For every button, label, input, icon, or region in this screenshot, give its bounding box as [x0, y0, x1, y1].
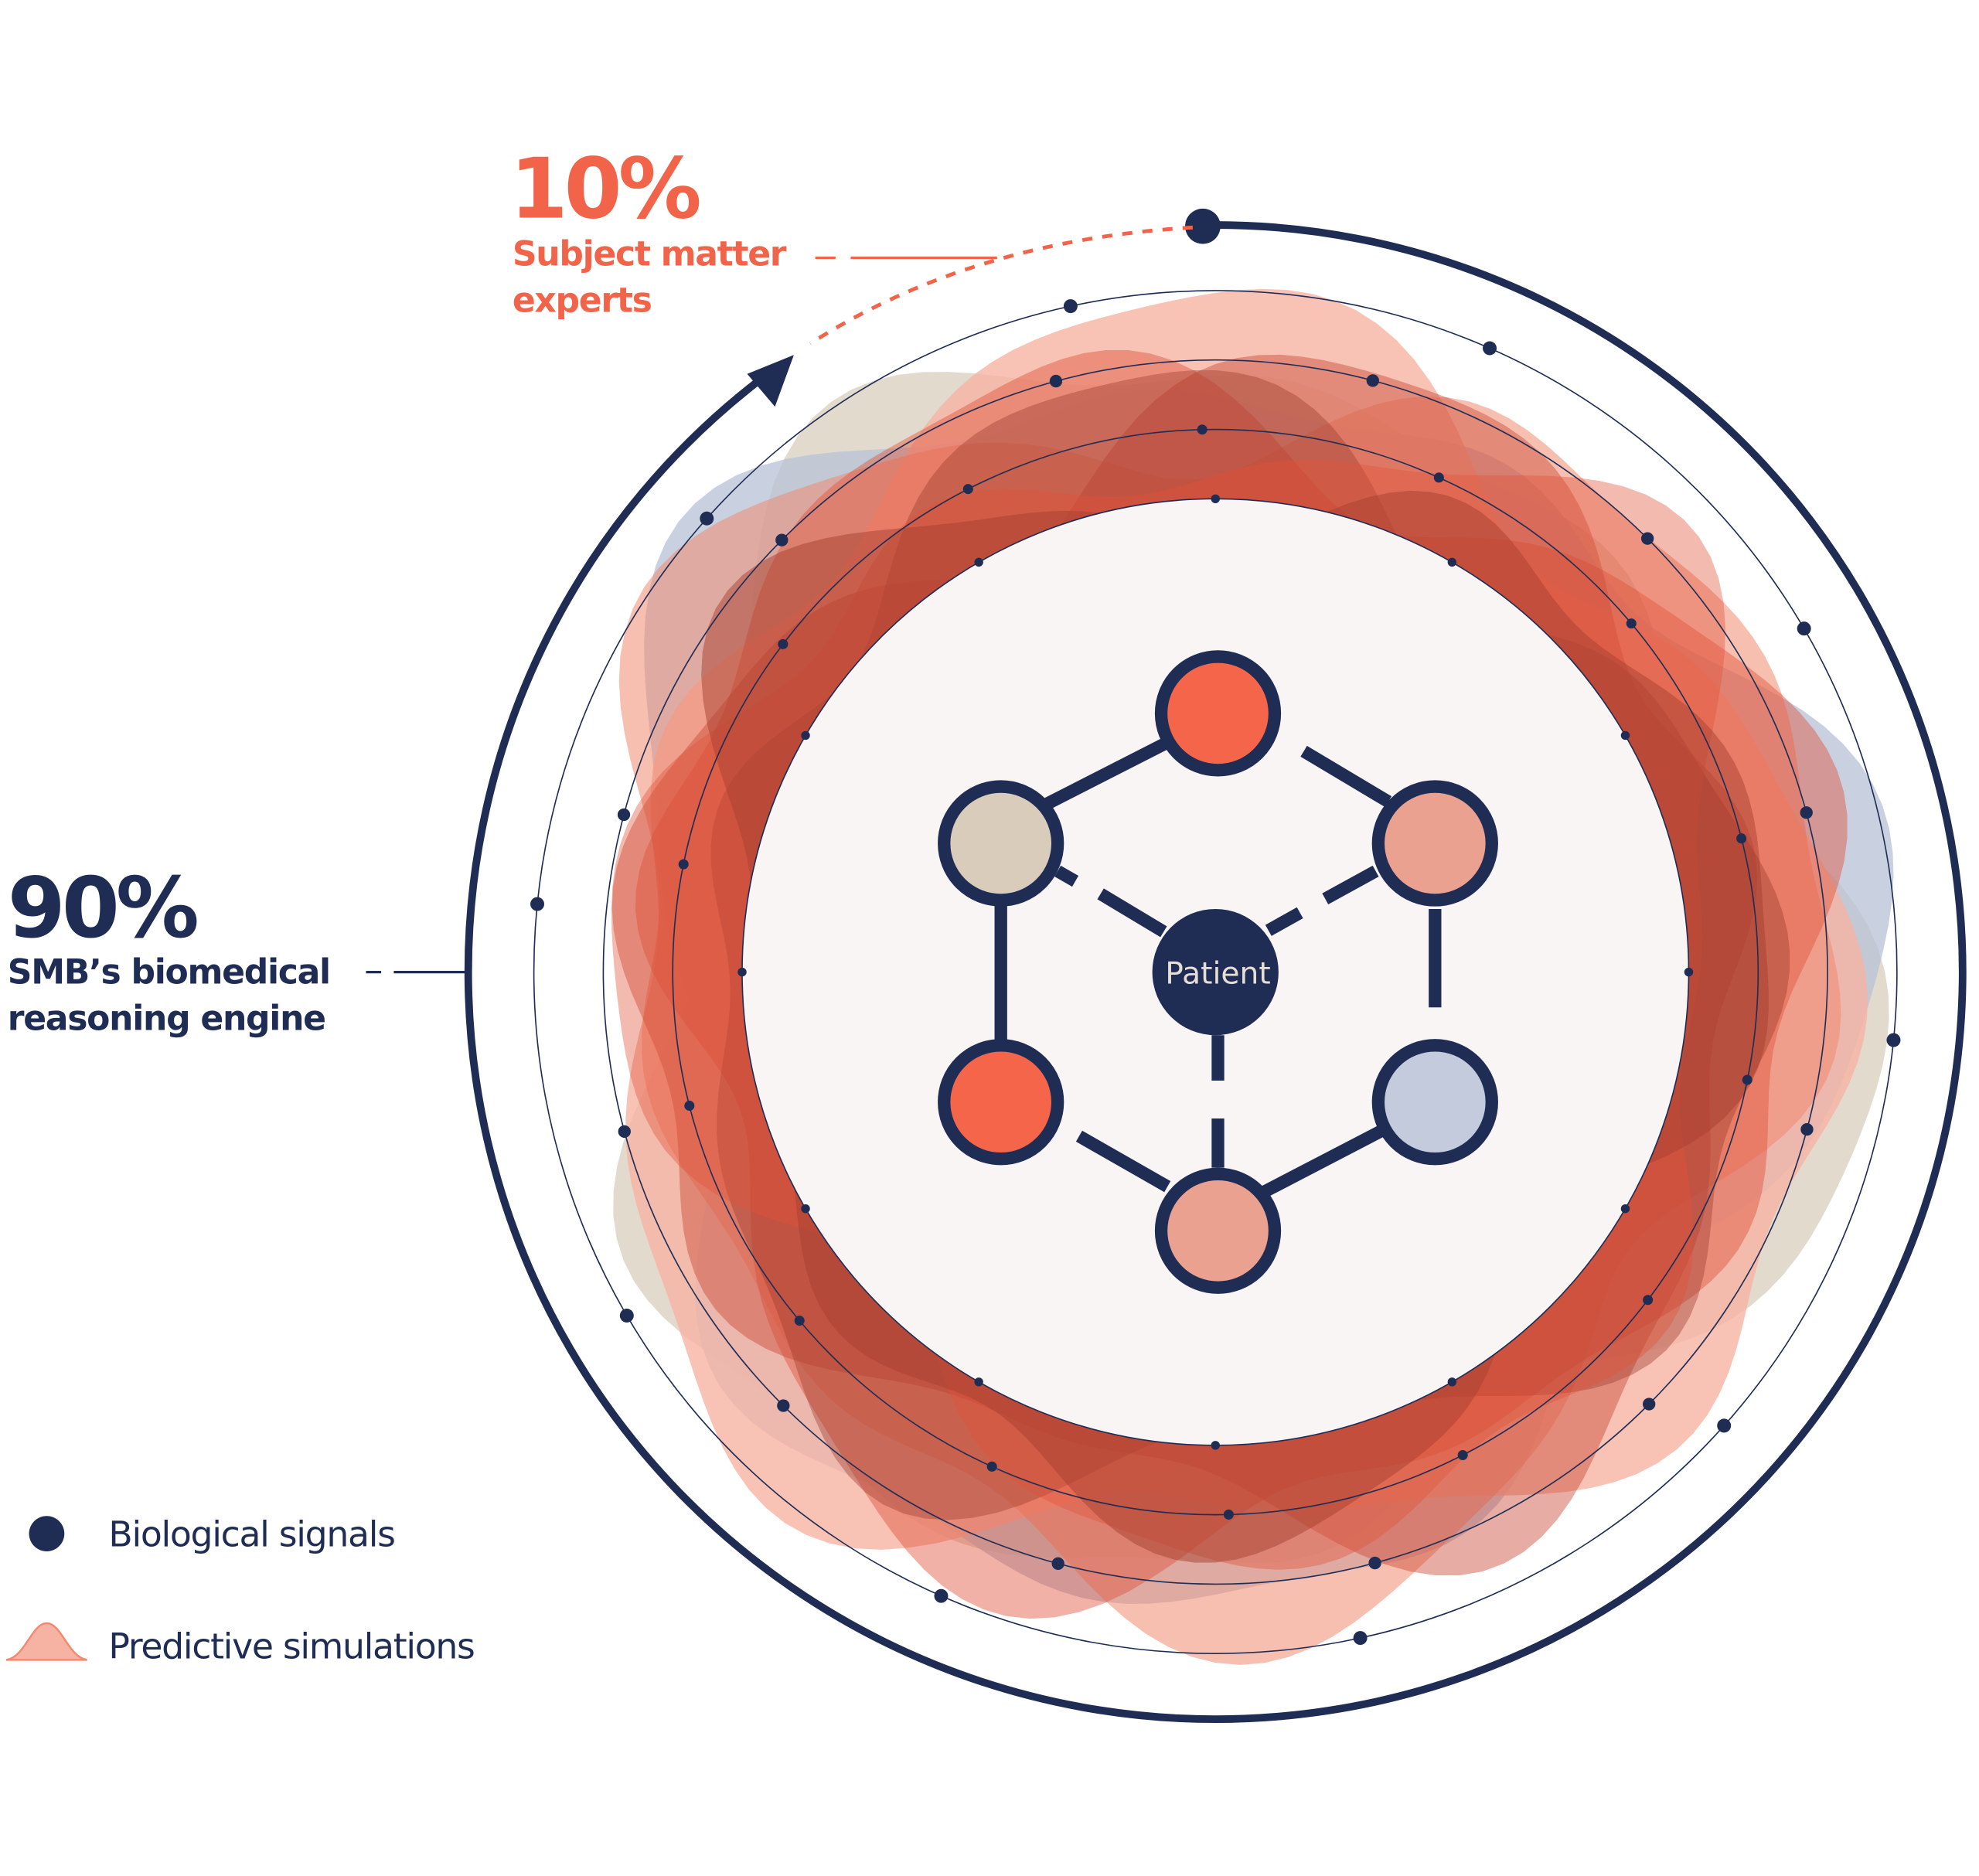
dot	[1063, 299, 1078, 314]
dot	[1797, 621, 1811, 636]
dot	[1211, 494, 1220, 504]
dot	[1211, 1441, 1220, 1450]
expert-arc	[809, 225, 1193, 346]
dot	[678, 859, 689, 870]
dot	[1640, 532, 1654, 545]
expert-label: Subject matter	[513, 234, 787, 274]
dot	[530, 897, 544, 911]
patient-label: Patient	[1165, 956, 1270, 991]
signal-dots	[530, 299, 1901, 1646]
patient-node	[1152, 908, 1279, 1036]
dot	[974, 1377, 983, 1387]
expert-label: experts	[513, 281, 652, 321]
dot	[1643, 1295, 1654, 1306]
dot	[1049, 374, 1063, 388]
dot	[1626, 618, 1637, 629]
dot	[986, 1461, 997, 1472]
dot	[801, 1204, 810, 1214]
dot	[974, 557, 983, 567]
engine-percent: 90%	[8, 860, 197, 957]
dot	[775, 533, 789, 546]
dot	[618, 1125, 631, 1139]
dot	[1736, 833, 1747, 844]
dot	[1447, 1377, 1457, 1387]
expert-percent: 10%	[510, 141, 700, 237]
dot	[934, 1588, 949, 1603]
arc-start	[1185, 208, 1221, 244]
dot	[1447, 557, 1457, 567]
dot	[1684, 967, 1694, 977]
dot	[801, 730, 810, 741]
dot	[1353, 1631, 1368, 1646]
dot	[1051, 1557, 1064, 1570]
network-edges	[994, 737, 1442, 1199]
dot	[1368, 1556, 1381, 1570]
engine-label: SMB’s biomedical	[8, 952, 330, 992]
dot	[1620, 1204, 1630, 1214]
dot	[700, 511, 714, 526]
legend-wave	[5, 1622, 87, 1661]
dot	[1366, 374, 1379, 387]
dot	[1717, 1418, 1732, 1433]
engine-label: reasoning engine	[8, 999, 325, 1039]
dot	[794, 1316, 805, 1326]
dot	[684, 1100, 695, 1111]
legend-label: Predictive simulations	[108, 1626, 474, 1667]
dot	[1800, 1122, 1814, 1136]
dot	[1886, 1033, 1901, 1047]
rings	[533, 290, 1898, 1655]
network-nodes	[938, 650, 1498, 1294]
dot	[1742, 1074, 1752, 1085]
legend-dot	[29, 1516, 65, 1551]
dot	[617, 808, 631, 822]
engine-arc	[464, 221, 1967, 1724]
dot	[1643, 1398, 1656, 1411]
legend-label: Biological signals	[108, 1513, 394, 1554]
dot	[1433, 472, 1444, 483]
arc-arrow	[747, 355, 794, 407]
dot	[1483, 341, 1497, 356]
dot	[737, 967, 747, 977]
dot	[1223, 1509, 1234, 1520]
dot	[1197, 424, 1207, 435]
dot	[777, 1399, 790, 1412]
dot	[1457, 1449, 1468, 1461]
dot	[778, 638, 789, 649]
dot	[962, 484, 973, 495]
dot	[619, 1309, 634, 1323]
dot	[1800, 806, 1813, 819]
dot	[1620, 730, 1630, 741]
